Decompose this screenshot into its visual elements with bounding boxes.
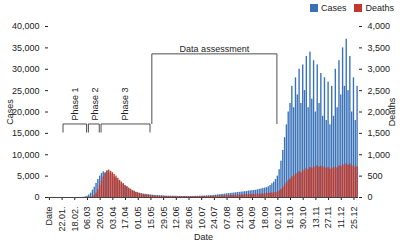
svg-text:20,000: 20,000: [12, 107, 40, 117]
svg-text:11.12: 11.12: [336, 207, 346, 229]
svg-text:Phase 1: Phase 1: [70, 88, 80, 121]
svg-text:30.10: 30.10: [298, 207, 308, 230]
svg-text:Deaths: Deaths: [387, 97, 397, 126]
svg-text:18.02.: 18.02.: [70, 207, 80, 232]
svg-text:12.06: 12.06: [171, 207, 181, 230]
svg-text:4,000: 4,000: [368, 21, 391, 31]
svg-text:15.05: 15.05: [146, 207, 156, 230]
svg-text:29.05: 29.05: [158, 207, 168, 230]
svg-text:Cases: Cases: [5, 99, 15, 125]
svg-text:3,500: 3,500: [368, 43, 391, 53]
svg-text:03.04: 03.04: [108, 207, 118, 230]
svg-text:25.12: 25.12: [349, 207, 359, 230]
svg-text:30,000: 30,000: [12, 64, 40, 74]
svg-text:2,500: 2,500: [368, 86, 391, 96]
svg-text:5,000: 5,000: [17, 171, 40, 181]
svg-text:40,000: 40,000: [12, 21, 40, 31]
svg-text:3,000: 3,000: [368, 64, 391, 74]
html-text:Cases: Cases: [321, 3, 347, 13]
svg-text:17.04: 17.04: [120, 207, 130, 230]
svg-text:02.10: 02.10: [273, 207, 283, 230]
svg-text:500: 500: [368, 171, 383, 181]
svg-text:0: 0: [368, 192, 373, 202]
svg-text:27.11: 27.11: [323, 207, 333, 229]
svg-text:Data assessment: Data assessment: [180, 44, 250, 54]
svg-text:2,000: 2,000: [368, 107, 391, 117]
svg-text:06.03: 06.03: [82, 207, 92, 230]
html-text:Deaths: Deaths: [365, 3, 394, 13]
svg-text:07.08: 07.08: [222, 207, 232, 230]
svg-text:20.03: 20.03: [95, 207, 105, 230]
svg-text:01.05: 01.05: [133, 207, 143, 230]
svg-text:18.09: 18.09: [260, 207, 270, 230]
svg-text:Phase 2: Phase 2: [90, 88, 100, 121]
svg-text:25,000: 25,000: [12, 86, 40, 96]
svg-text:1,000: 1,000: [368, 150, 391, 160]
svg-text:10.07: 10.07: [197, 207, 207, 230]
svg-text:04.09: 04.09: [247, 207, 257, 230]
svg-text:22.01.: 22.01.: [57, 207, 67, 232]
svg-text:21.08: 21.08: [235, 207, 245, 230]
svg-text:13.11: 13.11: [311, 207, 321, 229]
svg-text:26.06: 26.06: [184, 207, 194, 230]
svg-text:16.10: 16.10: [285, 207, 295, 230]
svg-text:1,500: 1,500: [368, 128, 391, 138]
svg-text:10,000: 10,000: [12, 150, 40, 160]
svg-text:15,000: 15,000: [12, 128, 40, 138]
svg-text:Date: Date: [194, 232, 213, 242]
svg-text:0: 0: [34, 192, 39, 202]
svg-text:35,000: 35,000: [12, 43, 40, 53]
svg-text:24.07: 24.07: [209, 207, 219, 230]
svg-text:Phase 3: Phase 3: [120, 88, 130, 121]
svg-text:Date: Date: [44, 207, 54, 226]
